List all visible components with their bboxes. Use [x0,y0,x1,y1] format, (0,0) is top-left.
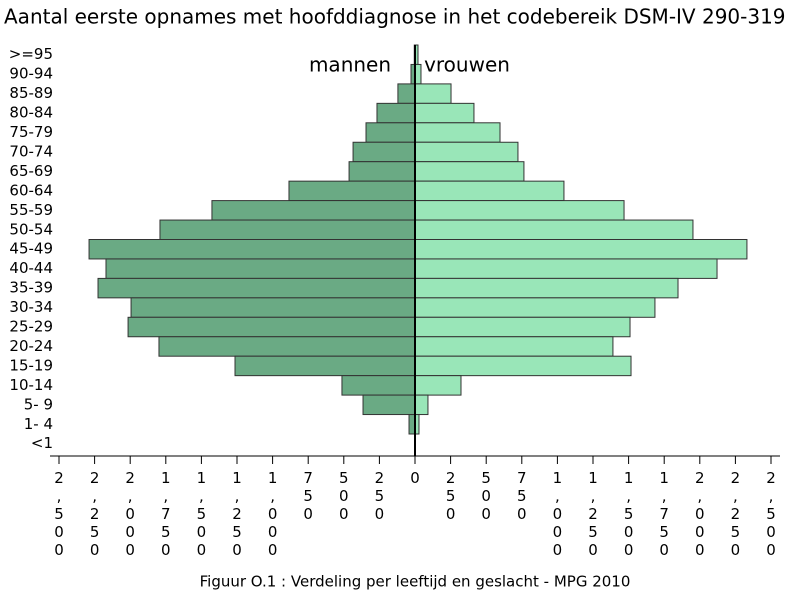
bar [342,376,415,395]
y-tick-label: 15-19 [9,356,53,374]
bar [212,201,415,220]
y-tick-label: 1- 4 [24,415,53,433]
bar [415,317,630,336]
caption: Figuur O.1 : Verdeling per leeftijd en g… [200,573,631,591]
bar [415,201,624,220]
bar [366,123,415,142]
bar [160,220,415,239]
bar [131,298,415,317]
y-tick-label: 85-89 [9,84,53,102]
bar [415,162,524,181]
y-tick-label: 55-59 [9,201,53,219]
bar [415,240,747,259]
bar [98,278,415,297]
y-tick-label: 90-94 [9,65,53,83]
bar [159,337,415,356]
bar [415,278,678,297]
x-tick-label: 0 [410,469,420,487]
y-tick-label: 10-14 [9,376,53,394]
chart-title: Aantal eerste opnames met hoofddiagnose … [4,5,786,29]
bar [349,162,415,181]
bar [415,259,717,278]
bar [398,84,415,103]
y-tick-label: 5- 9 [24,395,53,413]
bar [363,395,415,414]
bar [128,317,415,336]
bar [106,259,415,278]
bar [415,337,613,356]
y-tick-label: 40-44 [9,259,53,277]
y-tick-label: 30-34 [9,298,53,316]
legend-entry: vrouwen [424,53,510,77]
bar [89,240,415,259]
bar [415,356,631,375]
y-tick-label: 20-24 [9,337,53,355]
bar [289,181,415,200]
legend-entry: mannen [309,53,391,77]
bar [415,181,564,200]
y-tick-label: 70-74 [9,142,53,160]
bar [415,142,518,161]
bar [415,298,655,317]
y-tick-label: 45-49 [9,240,53,258]
bar [415,103,474,122]
y-tick-label: 25-29 [9,318,53,336]
bar [415,123,500,142]
y-tick-label: >=95 [9,45,53,63]
bar [353,142,415,161]
y-tick-label: <1 [31,434,53,452]
y-tick-label: 50-54 [9,220,53,238]
bar [377,103,415,122]
bar [415,220,693,239]
y-tick-label: 75-79 [9,123,53,141]
y-tick-label: 80-84 [9,104,53,122]
bar [415,84,451,103]
y-tick-label: 35-39 [9,279,53,297]
bar [415,395,428,414]
y-tick-label: 60-64 [9,181,53,199]
bar [235,356,415,375]
bar [415,376,461,395]
y-tick-label: 65-69 [9,162,53,180]
